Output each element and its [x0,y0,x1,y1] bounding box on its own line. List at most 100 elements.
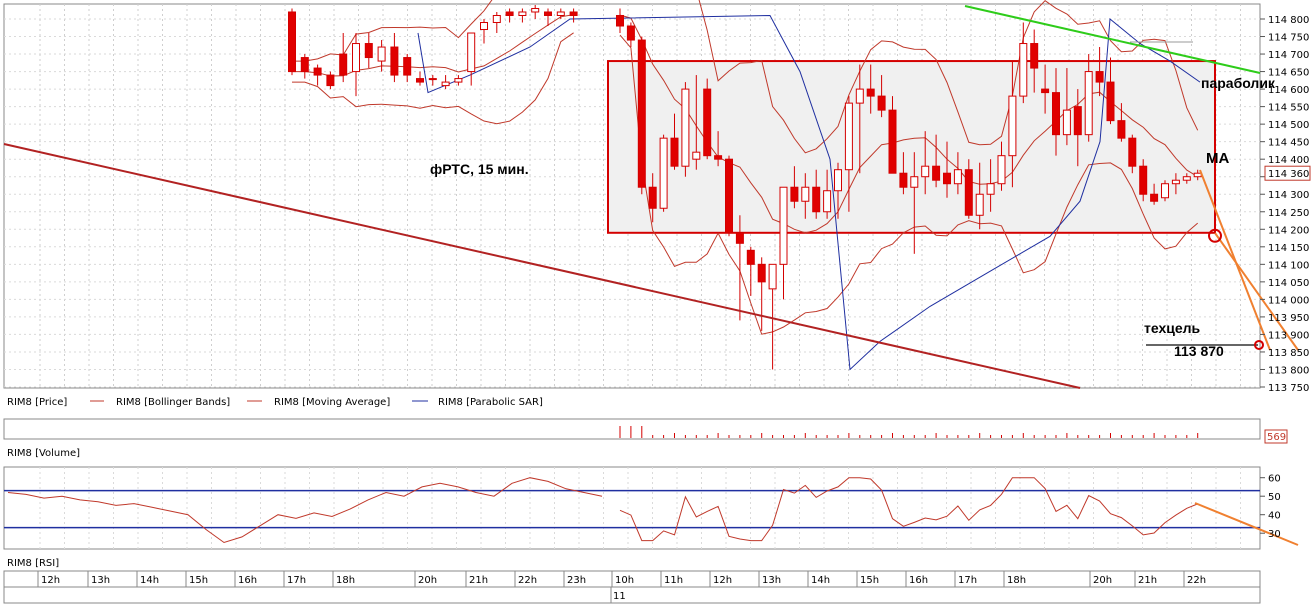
candle-body-55 [964,169,973,216]
price-tick-label-1: 114 750 [1268,33,1309,44]
time-labels: 12h 13h 14h 15h 16h 17h 18h 20h 21h 22h 23h 10h 11h 1… [37,571,1206,603]
target-value: 113 870 [1174,343,1224,359]
time-label-0: 12h [41,575,60,586]
candle-body-11 [428,78,437,81]
volume-value-box [1264,429,1288,444]
candle-body-48 [888,109,897,174]
candle-body-49 [899,172,908,188]
target-marker [1254,339,1264,350]
target-label: техцель [1144,320,1201,336]
time-label-1: 13h [91,575,110,586]
candle-body-44 [844,102,853,171]
price-tick-label-21: 113 750 [1268,383,1309,394]
price-tick-label-8: 114 400 [1268,155,1309,166]
time-label-4: 16h [238,575,257,586]
candle-body-13 [454,78,463,83]
candle-body-5 [352,43,360,73]
time-label-17: 16h [909,575,928,586]
time-label-11: 10h [615,575,634,586]
ma-annotation: МА [1206,150,1229,167]
price-tick-label-12: 114 200 [1268,225,1309,236]
rsi-panel: 60 50 40 30 RIM8 [RSI] [3,466,1299,569]
time-label-9: 22h [518,575,537,586]
volume-value: 569 [1267,432,1286,443]
price-tick-label-11: 114 250 [1268,208,1309,219]
rsi-lines [4,477,1299,546]
time-label-15: 14h [811,575,830,586]
time-label-20: 20h [1093,575,1112,586]
candle-body-20 [544,11,552,16]
rsi-tick-label-1: 50 [1268,492,1281,503]
time-label-14: 13h [762,575,781,586]
candle-body-7 [377,46,386,62]
price-tick-label-6: 114 500 [1268,120,1309,131]
volume-label: RIM8 [Volume] [7,448,80,459]
candle-body-76 [1193,172,1202,178]
candle-body-58 [997,155,1006,185]
candle-body-27 [659,137,668,209]
candle-body-57 [986,183,995,195]
price-tick-label-7: 114 450 [1268,138,1309,149]
legend-sar: RIM8 [Parabolic SAR] [438,397,543,408]
candle-body-66 [1084,71,1093,136]
candle-body-33 [725,158,733,234]
time-label-6: 18h [336,575,355,586]
candle-body-50 [910,176,919,188]
time-label-12: 11h [664,575,683,586]
candle-body-23 [616,14,624,27]
candle-body-53 [943,172,951,185]
candle-body-26 [648,186,657,209]
candle-body-9 [403,57,412,76]
candle-body-63 [1052,92,1060,136]
rsi-tick-label-2: 40 [1268,511,1281,522]
rsi-grid [39,467,1241,549]
parabolic-sar-line [417,14,1201,371]
last-price-box [1264,165,1311,181]
candle-body-38 [779,186,788,265]
candle-body-32 [714,155,723,160]
time-label-3: 15h [189,575,208,586]
range-box [607,60,1216,234]
candle-body-43 [834,169,842,192]
time-label-13: 12h [713,575,732,586]
candle-body-12 [441,81,450,87]
candle-body-56 [975,193,984,216]
candle-body-46 [866,88,875,97]
candle-body-40 [801,186,810,202]
candle-body-15 [480,22,488,31]
ma-line-0 [292,14,574,77]
volume-bars [619,426,1199,438]
price-tick-label-14: 114 100 [1268,260,1309,271]
time-label-22: 22h [1187,575,1206,586]
candle-body-19 [531,7,540,13]
candle-body-75 [1182,176,1191,181]
price-tick-label-2: 114 700 [1268,50,1309,61]
drawings [3,5,1299,389]
price-tick-label-20: 113 800 [1268,365,1309,376]
time-label-18: 17h [958,575,977,586]
resistance-trendline [964,5,1261,74]
candle-body-64 [1062,109,1071,136]
rsi-line-right [619,477,1198,542]
candle-body-47 [877,95,886,111]
rsi-line-left [7,477,603,544]
legend-bollinger: RIM8 [Bollinger Bands] [116,397,230,408]
time-label-7: 20h [418,575,437,586]
bb-upper-0 [292,0,493,62]
parabolic-annotation: параболик [1201,75,1276,91]
price-tick-label-15: 114 050 [1268,278,1309,289]
time-label-21: 21h [1138,575,1157,586]
price-tick-label-10: 114 300 [1268,190,1309,201]
candle-body-16 [492,14,501,24]
candle-body-36 [757,263,766,283]
candle-body-25 [637,39,646,188]
candle-body-31 [703,88,712,157]
candle-body-42 [823,190,832,213]
candle-body-22 [569,11,578,16]
price-tick-label-16: 114 000 [1268,295,1309,306]
descending-trendline [3,143,1081,389]
volume-panel: 569 RIM8 [Volume] [3,418,1288,459]
legend-ma: RIM8 [Moving Average] [274,397,390,408]
candle-body-71 [1139,165,1148,195]
chart-title-annotation: фРТС, 15 мин. [430,161,529,177]
